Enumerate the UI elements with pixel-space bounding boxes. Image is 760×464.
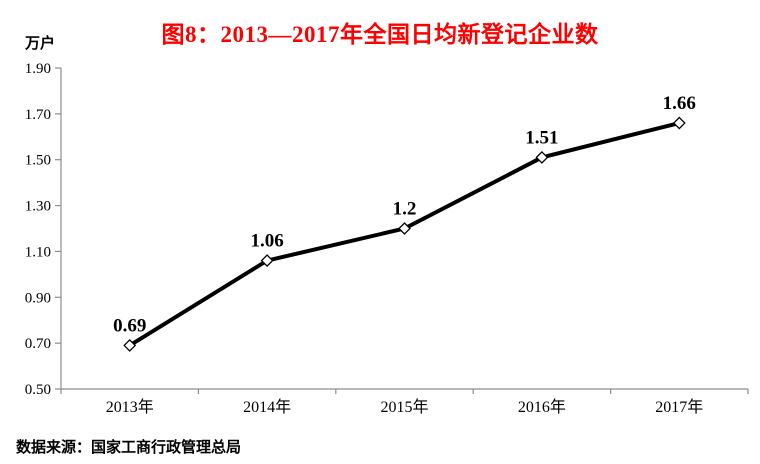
x-tick-label: 2014年 <box>243 398 291 416</box>
x-tick-label: 2017年 <box>655 398 703 416</box>
y-tick-label: 1.50 <box>25 153 51 169</box>
data-point-label: 1.66 <box>663 93 696 114</box>
data-point-label: 1.2 <box>393 199 417 220</box>
x-tick-label: 2016年 <box>518 398 566 416</box>
chart-title: 图8：2013—2017年全国日均新登记企业数 <box>161 22 599 47</box>
data-point-label: 0.69 <box>113 315 146 336</box>
data-point-marker <box>123 339 137 352</box>
y-tick-label: 0.50 <box>25 382 51 398</box>
data-point-label: 1.06 <box>250 231 283 252</box>
y-tick-label: 0.90 <box>25 290 51 306</box>
y-tick-label: 1.90 <box>25 61 51 77</box>
data-point-label: 1.51 <box>525 127 558 148</box>
x-tick-label: 2013年 <box>106 398 154 416</box>
data-point-marker <box>535 151 549 164</box>
data-point-marker <box>260 254 274 268</box>
y-tick-label: 1.30 <box>25 199 51 215</box>
y-tick-label: 1.10 <box>25 244 51 260</box>
data-point-marker <box>672 116 686 130</box>
x-tick-label: 2015年 <box>380 398 428 416</box>
line-chart-canvas: 0.50 0.70 0.90 1.10 1.30 1.50 1.70 1.90 2013年 201… <box>25 61 749 416</box>
y-tick-label: 1.70 <box>25 107 51 123</box>
data-point-marker <box>398 222 411 235</box>
y-tick-label: 0.70 <box>25 336 51 352</box>
y-axis-unit-label: 万户 <box>25 35 56 52</box>
data-source-note: 数据来源：国家工商行政管理总局 <box>16 439 242 456</box>
